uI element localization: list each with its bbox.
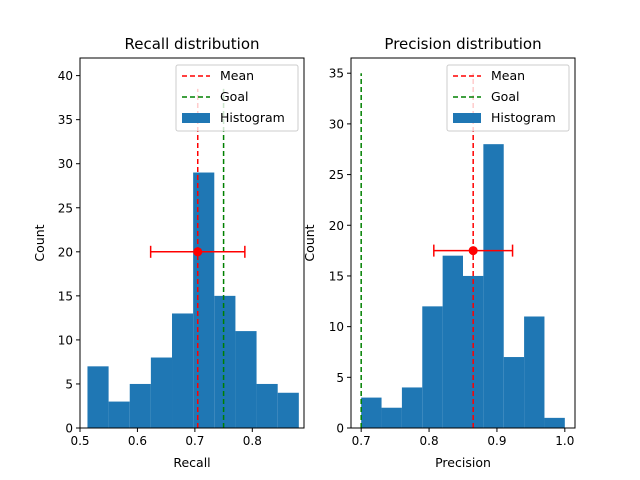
precision-histogram-bar-1 [381, 407, 402, 428]
precision-y-tick-label-1: 5 [336, 371, 344, 385]
precision-y-tick-label-0: 0 [336, 422, 344, 436]
recall-histogram-bar-5 [193, 172, 215, 428]
precision-x-label: Precision [435, 455, 491, 470]
recall-legend: Mean Goal Histogram [175, 64, 299, 132]
recall-y-tick-label-2: 10 [58, 333, 73, 347]
precision-panel: 0.7 0.8 0.9 1.0 0 5 10 15 20 25 30 35 Precision di… [302, 35, 576, 470]
recall-histogram-bar-7 [235, 331, 257, 428]
precision-histogram-bar-0 [361, 397, 382, 428]
recall-legend-histogram-label: Histogram [220, 110, 285, 125]
recall-legend-histogram-swatch [182, 113, 210, 123]
precision-legend-histogram-swatch [453, 113, 481, 123]
precision-histogram-bar-6 [483, 144, 504, 429]
recall-mean-goal-marks [149, 88, 246, 428]
recall-legend-goal-label: Goal [220, 89, 248, 104]
recall-legend-mean-label: Mean [220, 68, 254, 83]
recall-y-tick-label-4: 20 [58, 245, 73, 259]
precision-histogram-bar-9 [544, 417, 565, 428]
precision-histogram-bar-3 [422, 306, 443, 428]
precision-x-tick-label-2: 0.9 [487, 434, 506, 448]
precision-y-label: Count [302, 224, 317, 261]
recall-y-tick-label-0: 0 [65, 422, 73, 436]
recall-y-label: Count [32, 224, 47, 261]
precision-histogram-bar-8 [524, 316, 545, 428]
precision-y-ticks: 0 5 10 15 20 25 30 35 [329, 67, 351, 436]
precision-legend: Mean Goal Histogram [446, 64, 570, 132]
recall-histogram-bar-2 [129, 383, 151, 428]
precision-histogram-bar-7 [503, 357, 525, 428]
recall-x-tick-label-2: 0.7 [185, 434, 204, 448]
precision-mean-marker [468, 246, 478, 256]
recall-histogram-bar-0 [87, 366, 109, 428]
precision-y-tick-label-2: 10 [329, 320, 344, 334]
recall-x-tick-label-3: 0.8 [243, 434, 262, 448]
recall-histogram-bar-6 [214, 295, 236, 428]
recall-panel: 0.5 0.6 0.7 0.8 0 5 10 15 20 25 30 35 40 Recall dis… [32, 35, 305, 470]
precision-y-tick-label-4: 20 [329, 219, 344, 233]
recall-histogram-bar-9 [277, 392, 299, 428]
precision-axes-frame [350, 57, 576, 429]
precision-histogram-bar-4 [442, 255, 463, 428]
recall-y-tick-label-3: 15 [58, 289, 73, 303]
precision-x-tick-label-0: 0.7 [352, 434, 371, 448]
recall-histogram-bar-1 [108, 401, 130, 428]
recall-x-tick-label-1: 0.6 [128, 434, 147, 448]
precision-y-tick-label-3: 15 [329, 269, 344, 283]
precision-y-tick-label-6: 30 [329, 117, 344, 131]
recall-histogram-bar-8 [256, 383, 278, 428]
recall-y-tick-label-7: 35 [58, 113, 73, 127]
precision-legend-histogram-label: Histogram [491, 110, 556, 125]
recall-histogram-bar-4 [172, 313, 194, 428]
recall-title: Recall distribution [125, 35, 260, 53]
recall-x-ticks: 0.5 0.6 0.7 0.8 [70, 428, 262, 448]
recall-axes-frame [79, 57, 305, 429]
recall-y-tick-label-6: 30 [58, 157, 73, 171]
precision-x-ticks: 0.7 0.8 0.9 1.0 [352, 428, 574, 448]
precision-mean-goal-marks [360, 73, 514, 428]
precision-histogram-bars [361, 144, 565, 429]
recall-y-ticks: 0 5 10 15 20 25 30 35 40 [58, 69, 80, 436]
recall-x-label: Recall [173, 455, 210, 470]
precision-y-tick-label-5: 25 [329, 168, 344, 182]
recall-histogram-bars [87, 172, 299, 428]
precision-x-tick-label-1: 0.8 [420, 434, 439, 448]
recall-y-tick-label-8: 40 [58, 69, 73, 83]
recall-histogram-bar-3 [150, 357, 173, 428]
recall-y-tick-label-1: 5 [65, 377, 73, 391]
recall-x-tick-label-0: 0.5 [70, 434, 89, 448]
precision-y-tick-label-7: 35 [329, 67, 344, 81]
precision-legend-mean-label: Mean [491, 68, 525, 83]
recall-y-tick-label-5: 25 [58, 201, 73, 215]
precision-legend-goal-label: Goal [491, 89, 519, 104]
precision-x-tick-label-3: 1.0 [555, 434, 574, 448]
recall-mean-marker [193, 247, 203, 257]
precision-title: Precision distribution [384, 35, 541, 53]
precision-histogram-bar-2 [401, 387, 423, 428]
